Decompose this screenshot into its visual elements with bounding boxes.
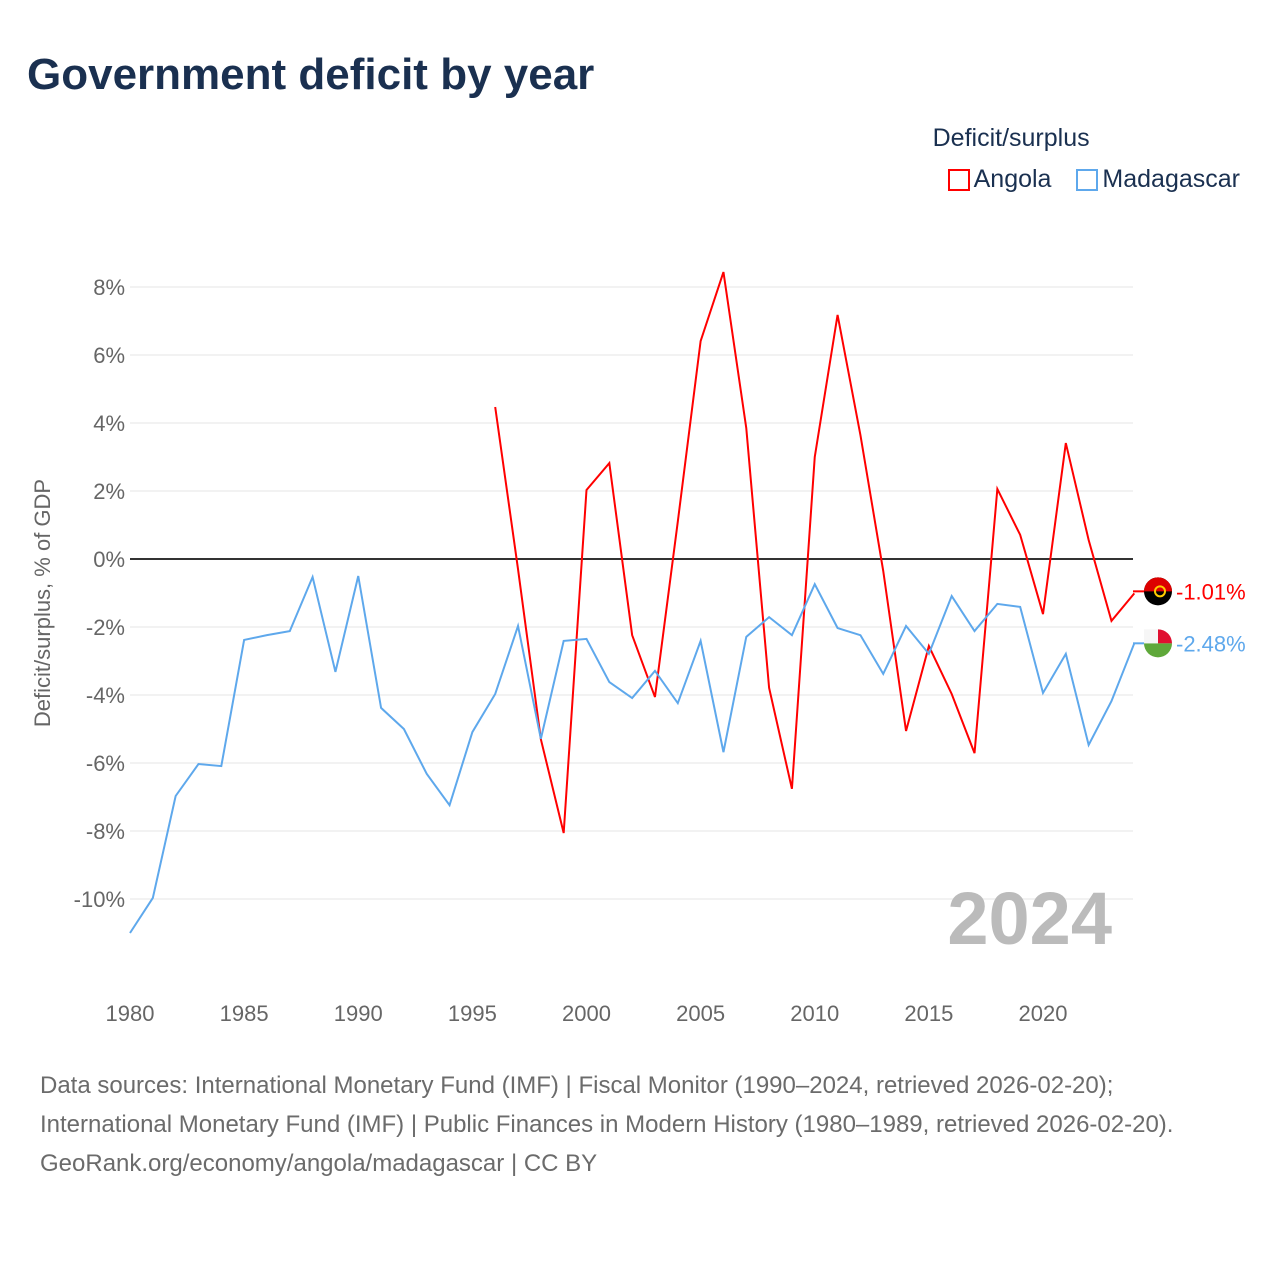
- end-value-label: -1.01%: [1176, 579, 1246, 604]
- series-line-angola[interactable]: [494, 271, 1136, 834]
- x-tick-label: 1995: [448, 1001, 497, 1026]
- x-tick-label: 2015: [904, 1001, 953, 1026]
- flag-part: [1144, 643, 1172, 658]
- y-tick-label: -2%: [86, 615, 125, 640]
- x-tick-label: 2005: [676, 1001, 725, 1026]
- legend-item-madagascar[interactable]: Madagascar: [1076, 165, 1240, 194]
- y-tick-label: 0%: [93, 547, 125, 572]
- chart-title: Government deficit by year: [27, 50, 595, 99]
- y-axis-label: Deficit/surplus, % of GDP: [30, 479, 55, 727]
- x-tick-label: 1985: [220, 1001, 269, 1026]
- y-tick-label: -4%: [86, 683, 125, 708]
- y-tick-label: -10%: [74, 887, 125, 912]
- series-line-madagascar[interactable]: [129, 573, 1136, 934]
- year-watermark: 2024: [947, 877, 1112, 960]
- y-tick-label: -6%: [86, 751, 125, 776]
- flag-emblem: [1154, 585, 1166, 598]
- credit-link[interactable]: GeoRank.org/economy/angola/madagascar | …: [40, 1150, 598, 1177]
- legend-swatch: [1076, 168, 1099, 191]
- chart-area: 8% 6% 4% 2% 0% -2% -4% -6% -8% -10% 1980 1985 1990 19…: [30, 271, 1246, 1026]
- legend-item-angola[interactable]: Angola: [947, 165, 1052, 194]
- x-tick-label: 2000: [562, 1001, 611, 1026]
- y-tick-label: 6%: [93, 343, 125, 368]
- legend-label: Madagascar: [1102, 165, 1240, 193]
- data-sources: Data sources: International Monetary Fun…: [40, 1072, 1174, 1138]
- flag-part: [1158, 629, 1172, 644]
- legend-label: Angola: [973, 165, 1052, 193]
- y-tick-label: 2%: [93, 479, 125, 504]
- flag-part: [1144, 629, 1158, 644]
- x-tick-label: 2020: [1019, 1001, 1068, 1026]
- y-tick-label: 4%: [93, 411, 125, 436]
- end-value-label: -2.48%: [1176, 631, 1246, 656]
- y-tick-label: -8%: [86, 819, 125, 844]
- flag-part: [1144, 577, 1172, 592]
- y-tick-label: 8%: [93, 275, 125, 300]
- legend-title: Deficit/surplus: [932, 124, 1090, 152]
- x-tick-label: 2010: [790, 1001, 839, 1026]
- legend-swatch: [947, 168, 970, 191]
- footer: Data sources: International Monetary Fun…: [40, 1066, 1240, 1183]
- legend: Deficit/surplus Angola Madagascar: [930, 124, 1240, 198]
- x-tick-label: 1990: [334, 1001, 383, 1026]
- x-tick-label: 1980: [106, 1001, 155, 1026]
